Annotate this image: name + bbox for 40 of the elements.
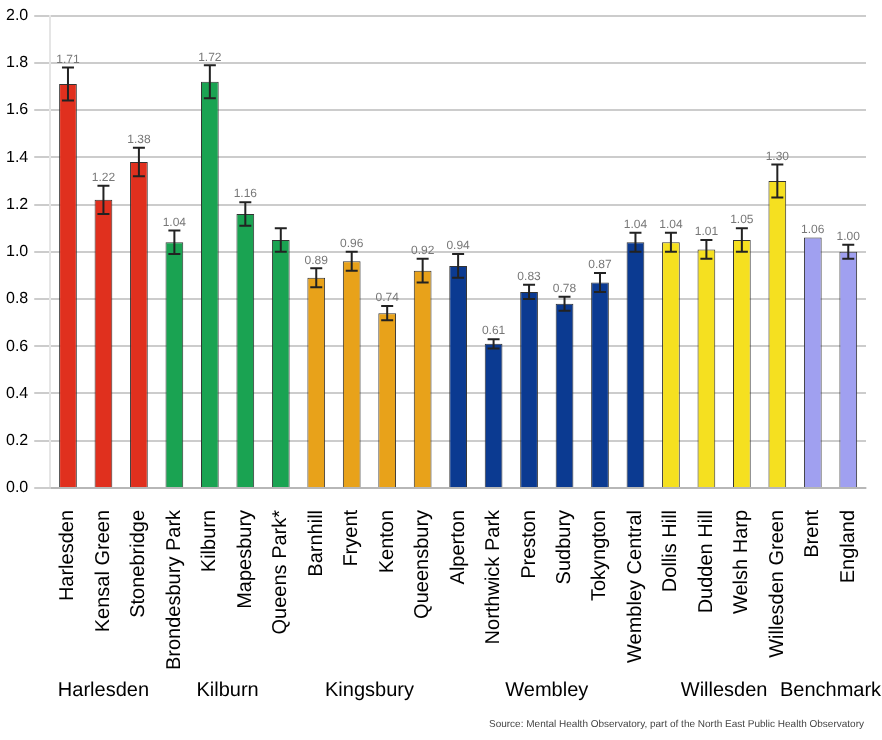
x-tick-label: Welsh Harp — [731, 509, 754, 615]
x-tick-label: Northwick Park — [483, 507, 506, 645]
x-tick-label: Queensbury — [412, 509, 435, 619]
y-tick-label: 0.6 — [5, 336, 30, 355]
x-tick-label: Brondesbury Park — [163, 507, 186, 671]
y-tick-label: 0.8 — [5, 289, 30, 308]
y-tick-label: 1.4 — [5, 147, 30, 166]
x-tick-label: Mapesbury — [234, 509, 257, 609]
y-tick-label: 0.2 — [5, 431, 30, 450]
x-tick-label: Preston — [518, 509, 541, 579]
x-tick-label: Barnhill — [305, 509, 328, 577]
text: Kilburn — [196, 679, 259, 702]
text: Wembley — [505, 679, 589, 702]
x-tick-label: Stonebridge — [128, 509, 151, 618]
y-tick-label: 2.0 — [5, 6, 30, 25]
text: Willesden — [680, 679, 768, 702]
text: Benchmark — [779, 679, 882, 702]
x-tick-label: Dollis Hill — [660, 509, 683, 593]
x-tick-label: Alperton — [447, 509, 470, 585]
y-tick-label: 1.6 — [5, 100, 30, 119]
y-tick-label: 0.0 — [5, 478, 30, 497]
x-tick-label: Fryent — [341, 509, 364, 567]
y-tick-label: 1.8 — [5, 53, 30, 72]
x-tick-label: Dudden Hill — [695, 509, 718, 614]
x-tick-label: Tokyngton — [589, 509, 612, 602]
x-tick-label: Harlesden — [57, 509, 80, 602]
x-tick-label: Kilburn — [199, 509, 222, 573]
x-tick-label: Queens Park* — [270, 509, 293, 635]
y-tick-label: 1.2 — [5, 194, 30, 213]
x-tick-label: Willesden Green — [766, 509, 789, 658]
x-tick-label: Kenton — [376, 509, 399, 574]
y-tick-label: 1.0 — [5, 242, 30, 261]
x-tick-label: Wembley Central — [624, 509, 647, 663]
x-tick-label: Brent — [802, 509, 825, 558]
x-tick-label: Sudbury — [554, 509, 577, 585]
x-tick-label: England — [837, 509, 860, 584]
y-tick-label: 0.4 — [5, 383, 30, 402]
text: Harlesden — [57, 679, 150, 702]
x-tick-label: Kensal Green — [92, 509, 115, 633]
text: Kingsbury — [324, 679, 414, 702]
